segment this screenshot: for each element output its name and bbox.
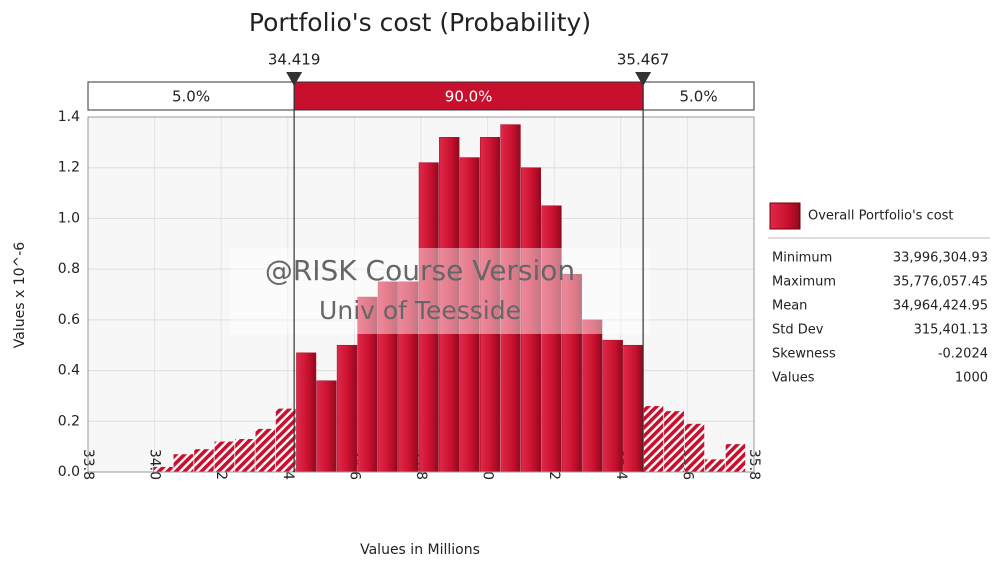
y-tick-label: 0.8	[58, 261, 80, 277]
stat-value: 33,996,304.93	[893, 251, 988, 266]
x-tick-label: 34.0	[147, 449, 163, 480]
band-label: 5.0%	[172, 88, 210, 106]
stat-label: Std Dev	[772, 323, 824, 338]
stat-label: Mean	[772, 299, 807, 314]
legend-swatch	[769, 202, 801, 230]
band-label: 90.0%	[445, 88, 493, 106]
watermark: Univ of Teesside	[319, 296, 521, 325]
probability-band	[87, 81, 295, 111]
bar	[582, 319, 603, 473]
y-axis-label: Values x 10^-6	[12, 242, 28, 349]
bar	[173, 454, 194, 472]
delimiter-handle	[286, 72, 303, 86]
delimiter-label: 34.419	[268, 51, 321, 69]
plot-frame	[87, 116, 755, 473]
bar	[623, 344, 644, 473]
x-axis-label: Values in Millions	[360, 542, 480, 558]
bar	[664, 411, 684, 472]
bar	[684, 423, 705, 472]
delimiter-label: 35.467	[617, 51, 670, 69]
bar	[153, 466, 173, 472]
stat-value: -0.2024	[938, 347, 988, 362]
stat-label: Skewness	[772, 347, 836, 362]
bar	[541, 205, 562, 473]
y-tick-label: 0.4	[58, 363, 80, 379]
y-tick-label: 0.0	[58, 464, 80, 480]
bar	[296, 352, 317, 473]
probability-band	[642, 81, 755, 111]
y-tick-label: 1.0	[58, 210, 80, 226]
bar	[316, 380, 337, 473]
stat-value: 34,964,424.95	[893, 299, 988, 314]
bar	[275, 408, 296, 472]
bar	[643, 406, 664, 472]
stat-value: 35,776,057.45	[893, 275, 988, 290]
bar	[705, 459, 725, 472]
watermark-band	[230, 248, 650, 334]
watermark: @RISK Course Version	[265, 254, 575, 287]
y-tick-label: 0.6	[58, 312, 80, 328]
bar	[214, 441, 235, 472]
stat-label: Minimum	[772, 251, 832, 266]
delimiter-handle	[635, 72, 652, 86]
bar	[336, 344, 358, 473]
y-tick-label: 1.2	[58, 160, 80, 176]
stat-label: Values	[772, 371, 815, 386]
y-tick-label: 0.2	[58, 413, 80, 429]
bar	[255, 428, 276, 472]
probability-band	[293, 81, 644, 111]
bar	[725, 444, 746, 472]
stat-label: Maximum	[772, 275, 836, 290]
y-tick-label: 1.4	[58, 109, 80, 125]
stat-value: 315,401.13	[914, 323, 988, 338]
band-label: 5.0%	[680, 88, 718, 106]
legend-label: Overall Portfolio's cost	[808, 209, 954, 224]
stat-value: 1000	[955, 371, 988, 386]
chart-title: Portfolio's cost (Probability)	[249, 8, 591, 37]
bar	[235, 439, 255, 472]
bar	[194, 449, 214, 472]
bar	[602, 339, 623, 473]
